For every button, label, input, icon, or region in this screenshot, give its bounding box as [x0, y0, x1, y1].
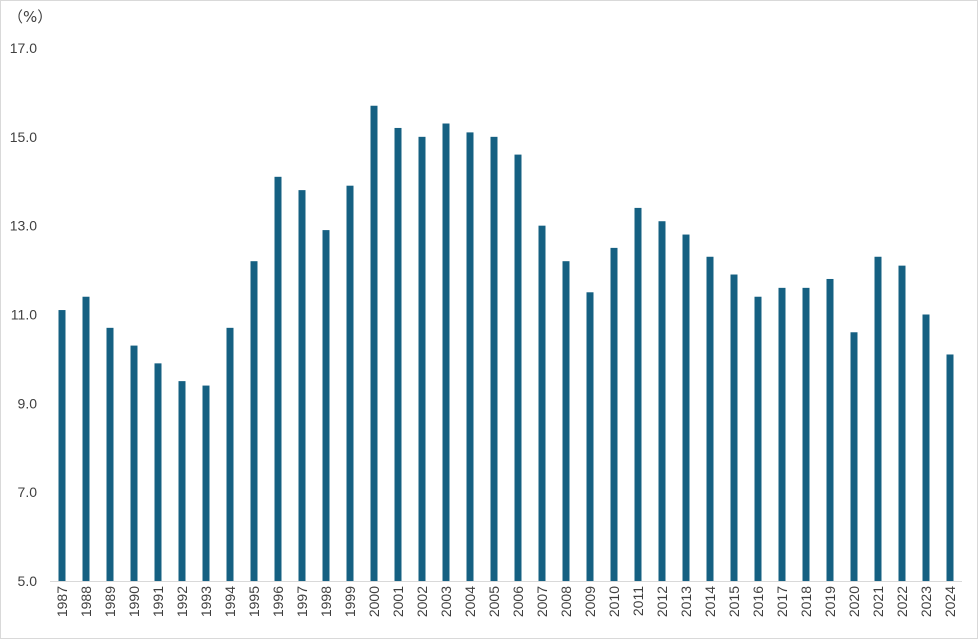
- x-tick-label: 1995: [246, 586, 262, 617]
- x-tick-label: 1987: [54, 586, 70, 617]
- y-tick-label: 9.0: [18, 395, 38, 411]
- bar-2014: [706, 256, 714, 581]
- x-tick-label: 2017: [774, 586, 790, 617]
- x-tick-label: 2018: [798, 586, 814, 617]
- bar-2010: [610, 247, 618, 582]
- bar-2022: [898, 265, 906, 581]
- bar-1990: [130, 345, 138, 581]
- bar-2004: [466, 132, 474, 581]
- x-tick-label: 2001: [390, 586, 406, 617]
- bar-1995: [250, 261, 258, 581]
- x-tick-label: 2009: [582, 586, 598, 617]
- x-tick-label: 2012: [654, 586, 670, 617]
- x-tick-label: 2005: [486, 586, 502, 617]
- bar-2015: [730, 274, 738, 581]
- bar-2018: [802, 287, 810, 581]
- x-tick-label: 2000: [366, 586, 382, 617]
- x-tick-label: 2011: [630, 586, 646, 616]
- y-axis-unit-label: （%）: [8, 8, 53, 26]
- bar-1987: [58, 310, 66, 581]
- y-tick-label: 5.0: [18, 573, 38, 589]
- x-tick-label: 2024: [942, 586, 958, 617]
- bar-2005: [490, 136, 498, 581]
- x-tick-label: 2015: [726, 586, 742, 617]
- x-tick-label: 2014: [702, 586, 718, 617]
- y-tick-label: 11.0: [11, 307, 37, 323]
- bar-2007: [538, 225, 546, 582]
- x-tick-label: 2020: [846, 586, 862, 617]
- bar-2008: [562, 261, 570, 581]
- bar-2000: [370, 105, 378, 582]
- bar-1988: [82, 296, 90, 581]
- x-tick-label: 2006: [510, 586, 526, 617]
- y-tick-label: 13.0: [10, 218, 37, 234]
- bar-2011: [634, 207, 642, 581]
- bar-1996: [274, 176, 282, 581]
- x-tick-label: 2002: [414, 586, 430, 617]
- bar-1994: [226, 327, 234, 581]
- x-tick-label: 1998: [318, 586, 334, 617]
- x-tick-label: 2023: [918, 586, 934, 617]
- bar-2001: [394, 127, 402, 581]
- x-tick-label: 2003: [438, 586, 454, 617]
- bar-2002: [418, 136, 426, 581]
- bar-1993: [202, 385, 210, 581]
- bar-1998: [322, 230, 330, 582]
- x-tick-label: 1994: [222, 586, 238, 617]
- x-tick-label: 2022: [894, 586, 910, 617]
- x-tick-label: 2019: [822, 586, 838, 617]
- x-tick-label: 1991: [150, 586, 166, 617]
- bar-2017: [778, 287, 786, 581]
- bar-2013: [682, 234, 690, 582]
- x-tick-label: 2010: [606, 586, 622, 617]
- x-tick-label: 2013: [678, 586, 694, 617]
- y-tick-label: 15.0: [10, 129, 37, 145]
- bar-2024: [946, 354, 954, 581]
- x-tick-label: 1990: [126, 586, 142, 617]
- bar-1992: [178, 381, 186, 582]
- bar-2016: [754, 296, 762, 581]
- x-tick-label: 2007: [534, 586, 550, 617]
- bar-2020: [850, 332, 858, 581]
- bar-2021: [874, 256, 882, 581]
- bar-2019: [826, 278, 834, 581]
- bar-1989: [106, 327, 114, 581]
- bar-1999: [346, 185, 354, 581]
- y-tick-label: 17.0: [10, 40, 37, 56]
- x-tick-label: 2008: [558, 586, 574, 617]
- bar-2003: [442, 123, 450, 581]
- bar-1991: [154, 363, 162, 581]
- y-tick-label: 7.0: [18, 484, 38, 500]
- x-tick-label: 1992: [174, 586, 190, 617]
- x-tick-label: 1989: [102, 586, 118, 617]
- bar-2023: [922, 314, 930, 581]
- bar-2009: [586, 292, 594, 581]
- x-tick-label: 1993: [198, 586, 214, 617]
- x-tick-label: 2021: [870, 586, 886, 617]
- x-tick-label: 1997: [294, 586, 310, 617]
- x-tick-label: 2016: [750, 586, 766, 617]
- x-tick-label: 2004: [462, 586, 478, 617]
- bar-1997: [298, 190, 306, 581]
- bar-2006: [514, 154, 522, 581]
- x-tick-label: 1996: [270, 586, 286, 617]
- x-tick-label: 1988: [78, 586, 94, 617]
- bar-2012: [658, 221, 666, 582]
- x-tick-label: 1999: [342, 586, 358, 617]
